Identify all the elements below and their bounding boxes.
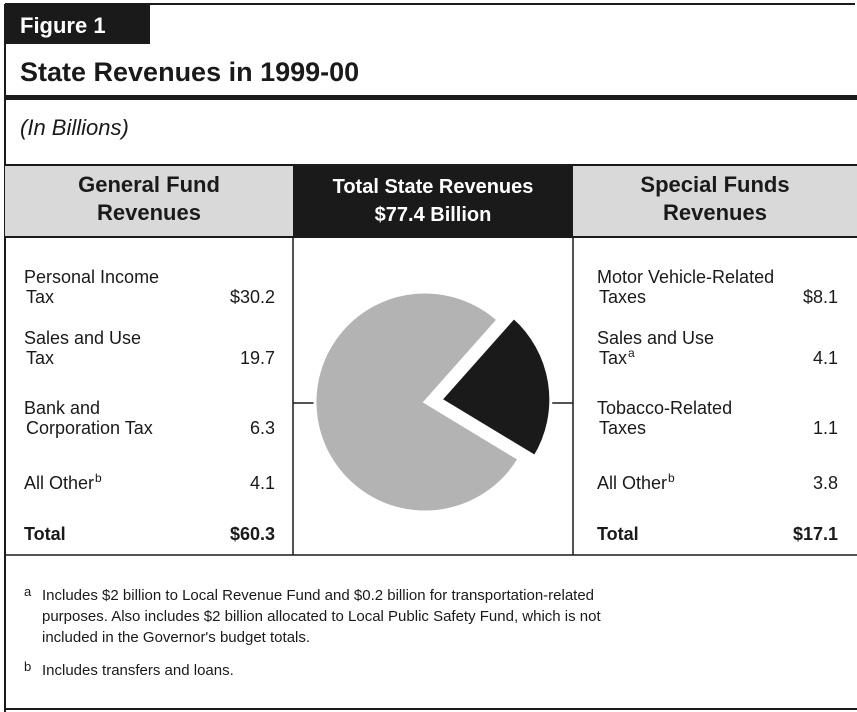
figure-tab <box>5 4 150 44</box>
row-label: Sales and Use <box>24 328 141 348</box>
row-label: Taxes <box>599 287 646 307</box>
footnote-ref: b <box>95 471 102 485</box>
pie-slice <box>313 290 522 514</box>
column-header: Revenues <box>663 200 767 225</box>
footnote-text: Includes $2 billion to Local Revenue Fun… <box>42 587 594 604</box>
left-header-box <box>5 165 293 237</box>
row-value: 6.3 <box>250 418 275 438</box>
row-label: Motor Vehicle-Related <box>597 267 774 287</box>
column-header: Special Funds <box>640 172 789 197</box>
row-label: Tax <box>599 348 627 368</box>
title: State Revenues in 1999-00 <box>20 57 359 87</box>
column-header: Revenues <box>97 200 201 225</box>
row-label: Corporation Tax <box>26 418 153 438</box>
row-value: 1.1 <box>813 418 838 438</box>
column-header: General Fund <box>78 172 220 197</box>
row-value: 3.8 <box>813 473 838 493</box>
total-value: $60.3 <box>230 524 275 544</box>
footnote-ref: b <box>668 471 675 485</box>
row-label: Personal Income <box>24 267 159 287</box>
figure-label: Figure 1 <box>20 13 106 38</box>
subtitle: (In Billions) <box>20 115 129 140</box>
column-header: $77.4 Billion <box>375 204 492 226</box>
row-value: 4.1 <box>250 473 275 493</box>
row-value: 4.1 <box>813 348 838 368</box>
row-label: Tobacco-Related <box>597 398 732 418</box>
footnote-text: included in the Governor's budget totals… <box>42 629 310 646</box>
row-label: Sales and Use <box>597 328 714 348</box>
row-value: $8.1 <box>803 287 838 307</box>
total-label: Total <box>597 524 639 544</box>
footnote-mark: b <box>24 659 31 674</box>
title-rule <box>5 95 857 100</box>
column-header: Total State Revenues <box>333 176 534 198</box>
row-label: Tax <box>26 287 54 307</box>
footnote-ref: a <box>628 346 635 360</box>
footnote-text: Includes transfers and loans. <box>42 662 234 679</box>
row-value: $30.2 <box>230 287 275 307</box>
footnote-text: purposes. Also includes $2 billion alloc… <box>42 608 601 625</box>
row-value: 19.7 <box>240 348 275 368</box>
row-label: All Other <box>597 473 667 493</box>
row-label: Taxes <box>599 418 646 438</box>
pie-slice <box>438 315 553 459</box>
row-label: All Other <box>24 473 94 493</box>
right-header-box <box>573 165 857 237</box>
total-label: Total <box>24 524 66 544</box>
row-label: Tax <box>26 348 54 368</box>
footnote-mark: a <box>24 584 32 599</box>
center-header-box <box>293 165 573 237</box>
row-label: Bank and <box>24 398 100 418</box>
total-value: $17.1 <box>793 524 838 544</box>
